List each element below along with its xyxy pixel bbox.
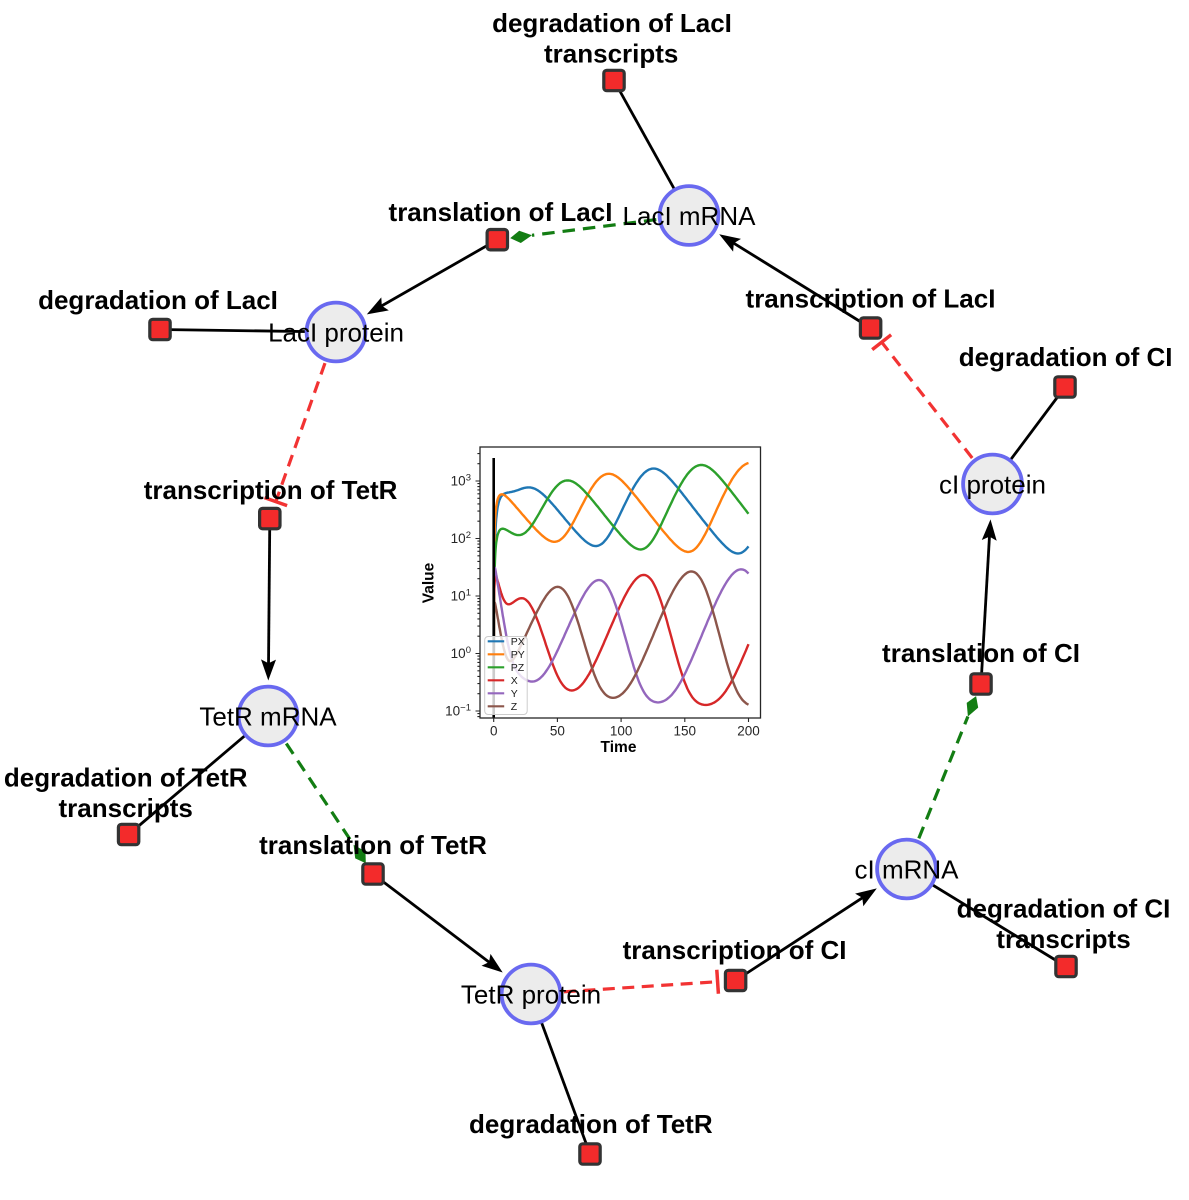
svg-text:transcripts: transcripts <box>996 924 1130 954</box>
svg-text:10−1: 10−1 <box>445 703 471 719</box>
svg-text:Z: Z <box>511 701 518 713</box>
svg-text:transcription of LacI: transcription of LacI <box>746 284 996 314</box>
svg-text:Time: Time <box>601 739 637 756</box>
svg-text:150: 150 <box>674 724 697 739</box>
svg-text:101: 101 <box>451 588 471 604</box>
svg-text:degradation of TetR: degradation of TetR <box>469 1109 713 1139</box>
svg-text:LacI mRNA: LacI mRNA <box>623 201 757 231</box>
svg-text:LacI protein: LacI protein <box>268 318 404 348</box>
svg-text:200: 200 <box>737 724 760 739</box>
svg-text:transcripts: transcripts <box>59 793 193 823</box>
svg-text:100: 100 <box>451 645 471 661</box>
svg-text:50: 50 <box>550 724 565 739</box>
svg-text:transcripts: transcripts <box>544 38 678 68</box>
svg-text:translation of LacI: translation of LacI <box>389 197 613 227</box>
svg-text:PX: PX <box>511 636 525 648</box>
svg-text:TetR protein: TetR protein <box>461 980 601 1010</box>
svg-text:degradation of LacI: degradation of LacI <box>38 285 278 315</box>
svg-text:translation of CI: translation of CI <box>882 638 1080 668</box>
svg-text:degradation of TetR: degradation of TetR <box>4 763 248 793</box>
svg-text:cI mRNA: cI mRNA <box>855 855 960 885</box>
svg-text:Value: Value <box>421 562 438 603</box>
svg-text:TetR mRNA: TetR mRNA <box>199 702 337 732</box>
svg-text:0: 0 <box>490 724 498 739</box>
svg-text:Y: Y <box>511 688 518 700</box>
svg-text:PZ: PZ <box>511 662 525 674</box>
svg-text:100: 100 <box>610 724 633 739</box>
svg-text:transcription of CI: transcription of CI <box>623 935 847 965</box>
svg-text:X: X <box>511 675 518 687</box>
svg-text:transcription of TetR: transcription of TetR <box>144 475 398 505</box>
svg-text:103: 103 <box>451 473 471 489</box>
svg-text:degradation of LacI: degradation of LacI <box>492 8 732 38</box>
svg-text:degradation of CI: degradation of CI <box>959 342 1173 372</box>
svg-text:translation of TetR: translation of TetR <box>259 830 487 860</box>
svg-text:degradation of CI: degradation of CI <box>957 894 1171 924</box>
svg-text:cI protein: cI protein <box>939 470 1046 500</box>
svg-text:PY: PY <box>511 649 525 661</box>
svg-text:102: 102 <box>451 530 471 546</box>
